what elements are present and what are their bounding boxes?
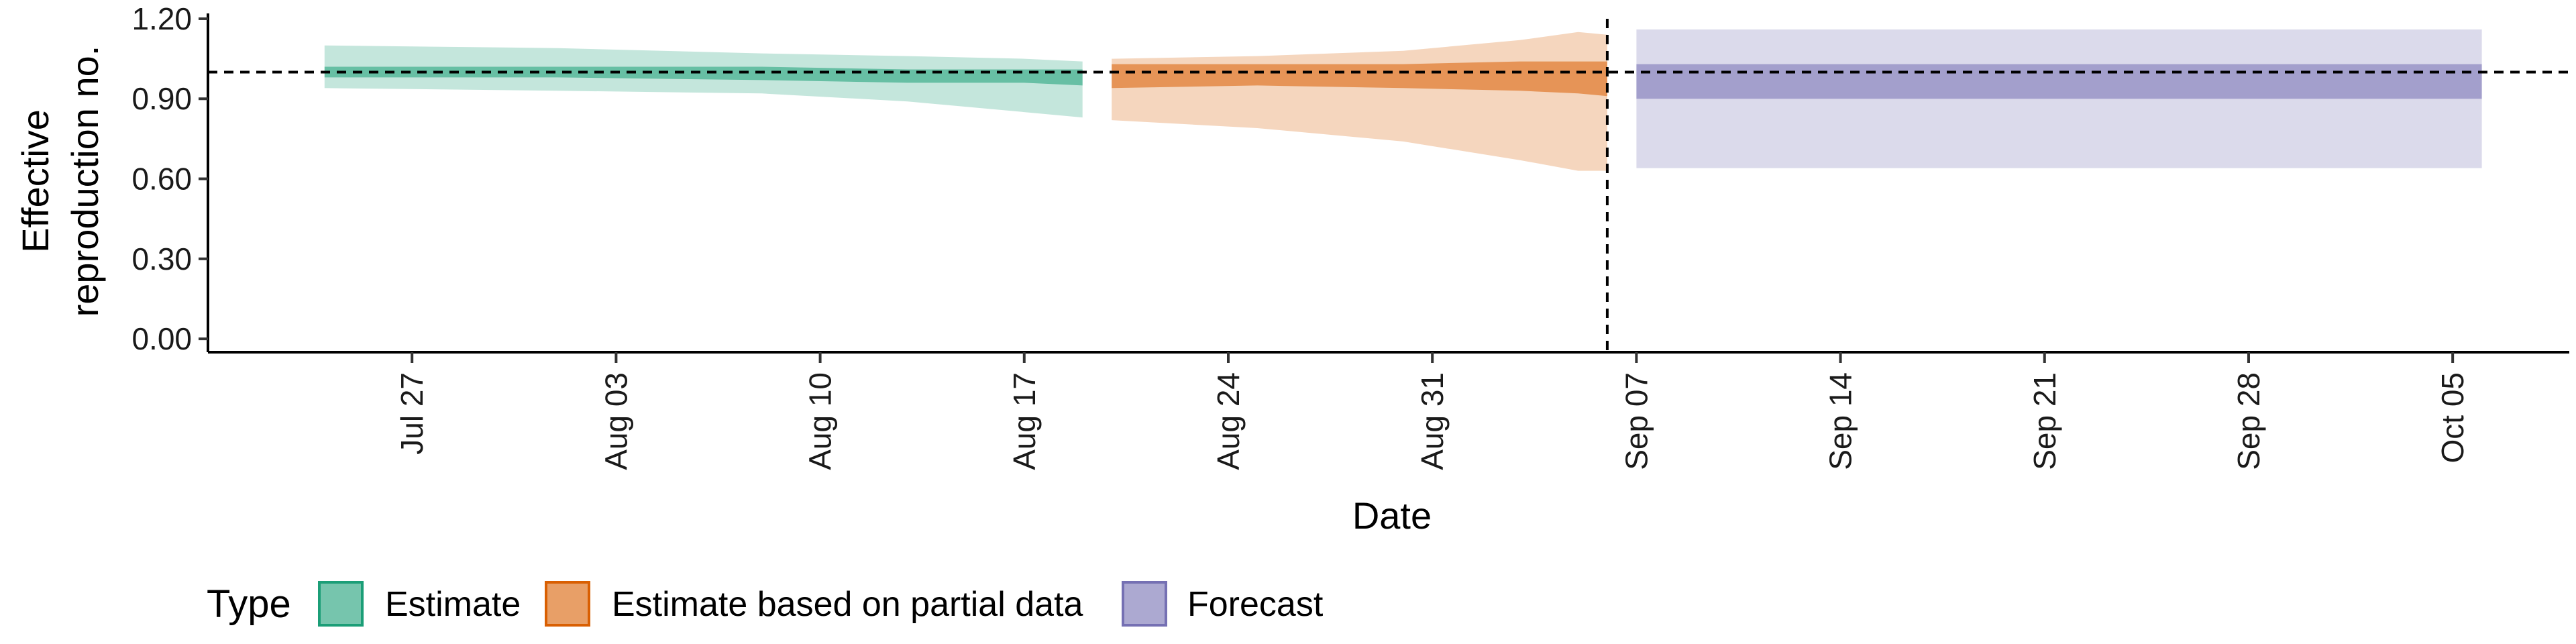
y-tick-label: 0.30 <box>131 241 192 276</box>
x-tick-label: Aug 24 <box>1211 372 1246 470</box>
x-tick-label: Aug 10 <box>803 372 838 470</box>
band-inner-forecast <box>1636 64 2482 99</box>
y-axis-title-line1: Effective <box>14 109 56 253</box>
y-tick-label: 1.20 <box>131 1 192 36</box>
axes: 0.00 0.30 0.60 0.90 1.20 Jul 27 Aug 03 Aug 10 Au… <box>131 1 2569 470</box>
x-axis-title: Date <box>1352 494 1432 537</box>
x-tick-label: Aug 17 <box>1007 372 1042 470</box>
legend-label-partial: Estimate based on partial data <box>612 585 1083 624</box>
legend-title: Type <box>207 582 291 626</box>
legend-swatch-estimate <box>318 581 364 627</box>
plot-area <box>208 19 2569 352</box>
x-tick-label: Sep 21 <box>2027 372 2062 470</box>
x-tick-label: Sep 07 <box>1619 372 1654 470</box>
x-tick-label: Sep 14 <box>1823 372 1858 470</box>
x-tick-label: Sep 28 <box>2231 372 2266 470</box>
legend-swatch-forecast <box>1122 581 1167 627</box>
legend-label-estimate: Estimate <box>385 585 521 624</box>
legend-swatch-partial <box>545 581 590 627</box>
x-tick-label: Aug 03 <box>598 372 633 470</box>
band-outer-estimate <box>324 45 1083 118</box>
band-inner-estimate-based-on-partial-data <box>1112 61 1607 97</box>
band-outer-forecast <box>1636 29 2482 168</box>
x-tick-label: Aug 31 <box>1415 372 1450 470</box>
y-tick-label: 0.60 <box>131 162 192 197</box>
x-tick-label: Jul 27 <box>394 372 429 455</box>
x-tick-label: Oct 05 <box>2435 372 2470 464</box>
y-tick-label: 0.00 <box>131 321 192 356</box>
y-tick-label: 0.90 <box>131 81 192 116</box>
legend-label-forecast: Forecast <box>1187 585 1324 624</box>
y-axis-title-line2: reproduction no. <box>64 46 106 317</box>
band-outer-estimate-based-on-partial-data <box>1112 32 1607 171</box>
legend: Type Estimate Estimate based on partial … <box>207 581 1324 627</box>
